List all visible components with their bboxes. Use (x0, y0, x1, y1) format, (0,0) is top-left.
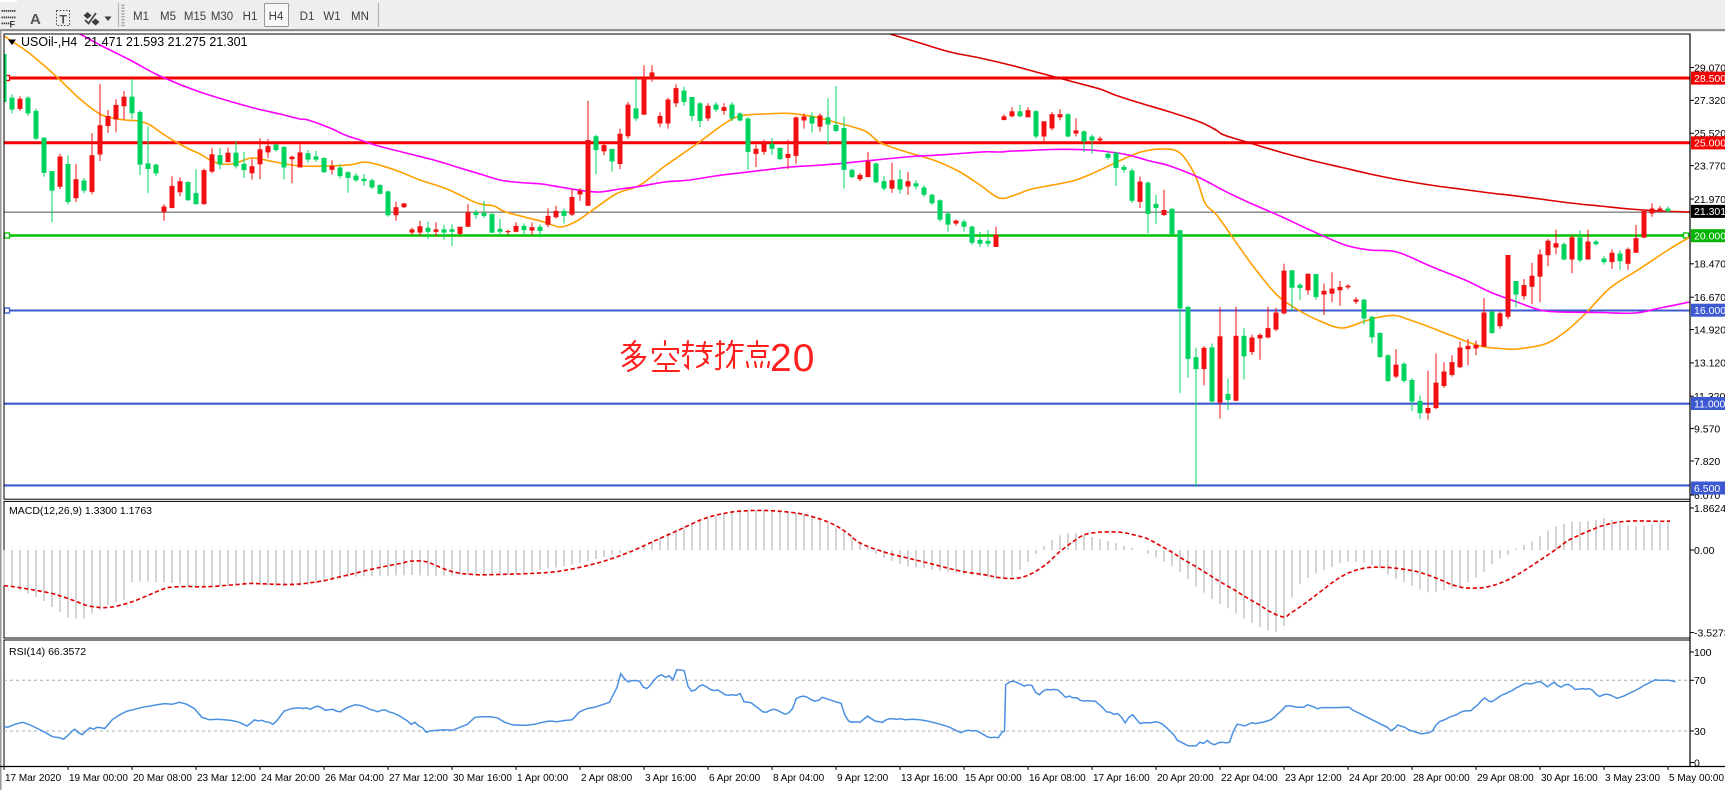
svg-text:0: 0 (1694, 757, 1700, 769)
svg-text:17 Apr 16:00: 17 Apr 16:00 (1093, 773, 1150, 784)
svg-text:14.920: 14.920 (1694, 324, 1725, 336)
svg-text:30: 30 (1694, 726, 1706, 738)
svg-text:16.670: 16.670 (1694, 292, 1725, 304)
svg-text:20 Mar 08:00: 20 Mar 08:00 (133, 773, 192, 784)
svg-text:70: 70 (1694, 675, 1706, 687)
svg-text:13.120: 13.120 (1694, 358, 1725, 370)
svg-text:100: 100 (1694, 647, 1712, 659)
svg-text:19 Mar 00:00: 19 Mar 00:00 (69, 773, 128, 784)
svg-text:9.570: 9.570 (1694, 423, 1720, 435)
svg-text:T: T (60, 13, 68, 27)
svg-text:2 Apr 08:00: 2 Apr 08:00 (581, 773, 633, 784)
svg-text:1.8624: 1.8624 (1694, 503, 1725, 515)
svg-text:A: A (30, 11, 41, 28)
svg-text:21.301: 21.301 (1694, 206, 1725, 218)
svg-text:23.770: 23.770 (1694, 160, 1725, 172)
svg-text:29.070: 29.070 (1694, 62, 1725, 74)
svg-text:28.500: 28.500 (1694, 73, 1725, 85)
svg-text:6 Apr 20:00: 6 Apr 20:00 (709, 773, 761, 784)
svg-text:H4: H4 (269, 11, 284, 23)
svg-text:M1: M1 (133, 11, 149, 23)
svg-text:8 Apr 04:00: 8 Apr 04:00 (773, 773, 825, 784)
svg-text:28 Apr 00:00: 28 Apr 00:00 (1413, 773, 1470, 784)
svg-text:26 Mar 04:00: 26 Mar 04:00 (325, 773, 384, 784)
svg-text:13 Apr 16:00: 13 Apr 16:00 (901, 773, 958, 784)
svg-text:0.00: 0.00 (1694, 545, 1715, 557)
svg-text:6.500: 6.500 (1694, 483, 1720, 495)
svg-text:1 Apr 00:00: 1 Apr 00:00 (517, 773, 569, 784)
svg-text:RSI(14) 66.3572: RSI(14) 66.3572 (9, 646, 86, 658)
svg-text:23 Mar 12:00: 23 Mar 12:00 (197, 773, 256, 784)
svg-text:27.320: 27.320 (1694, 95, 1725, 107)
svg-text:24 Mar 20:00: 24 Mar 20:00 (261, 773, 320, 784)
svg-text:25.000: 25.000 (1694, 138, 1725, 150)
svg-text:21.970: 21.970 (1694, 194, 1725, 206)
svg-text:27 Mar 12:00: 27 Mar 12:00 (389, 773, 448, 784)
svg-text:M5: M5 (160, 11, 176, 23)
svg-text:30 Mar 16:00: 30 Mar 16:00 (453, 773, 512, 784)
svg-text:W1: W1 (323, 11, 340, 23)
svg-text:9 Apr 12:00: 9 Apr 12:00 (837, 773, 889, 784)
svg-text:MACD(12,26,9) 1.3300 1.1763: MACD(12,26,9) 1.3300 1.1763 (9, 505, 152, 517)
svg-text:15 Apr 00:00: 15 Apr 00:00 (965, 773, 1022, 784)
svg-text:M30: M30 (211, 11, 233, 23)
svg-text:18.470: 18.470 (1694, 259, 1725, 271)
svg-text:11.000: 11.000 (1694, 398, 1725, 410)
svg-text:20.000: 20.000 (1694, 231, 1725, 243)
svg-text:20: 20 (770, 337, 815, 380)
svg-text:3 Apr 16:00: 3 Apr 16:00 (645, 773, 697, 784)
svg-text:M15: M15 (184, 11, 206, 23)
svg-text:F: F (10, 20, 16, 30)
svg-text:30 Apr 16:00: 30 Apr 16:00 (1541, 773, 1598, 784)
svg-text:16.000: 16.000 (1694, 305, 1725, 317)
svg-text:USOil-,H4 21.471 21.593 21.27: USOil-,H4 21.471 21.593 21.275 21.301 (21, 35, 248, 49)
svg-text:29 Apr 08:00: 29 Apr 08:00 (1477, 773, 1534, 784)
svg-text:22 Apr 04:00: 22 Apr 04:00 (1221, 773, 1278, 784)
svg-text:-3.5273: -3.5273 (1694, 627, 1725, 639)
svg-text:3 May 23:00: 3 May 23:00 (1605, 773, 1660, 784)
svg-text:17 Mar 2020: 17 Mar 2020 (5, 773, 62, 784)
svg-text:16 Apr 08:00: 16 Apr 08:00 (1029, 773, 1086, 784)
svg-text:D1: D1 (300, 11, 315, 23)
svg-text:5 May 00:00: 5 May 00:00 (1669, 773, 1724, 784)
svg-text:23 Apr 12:00: 23 Apr 12:00 (1285, 773, 1342, 784)
svg-text:20 Apr 20:00: 20 Apr 20:00 (1157, 773, 1214, 784)
svg-text:H1: H1 (243, 11, 258, 23)
svg-text:MN: MN (351, 11, 369, 23)
svg-text:7.820: 7.820 (1694, 456, 1720, 468)
svg-text:24 Apr 20:00: 24 Apr 20:00 (1349, 773, 1406, 784)
